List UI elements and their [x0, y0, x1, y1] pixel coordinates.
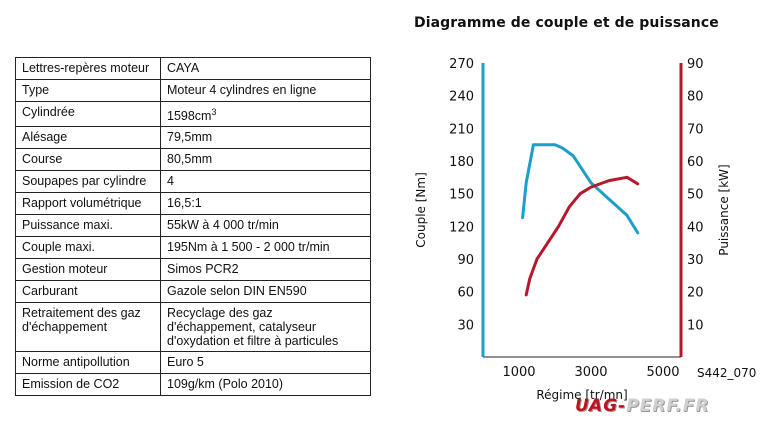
y-left-tick-label: 90	[457, 253, 474, 268]
spec-row: Soupapes par cylindre 4	[15, 170, 371, 194]
spec-label: Retraitement des gaz d'échappement	[15, 302, 161, 353]
spec-value: 109g/km (Polo 2010)	[160, 373, 371, 397]
spec-row: Rapport volumétrique 16,5:1	[15, 192, 371, 216]
y-left-axis-label: Couple [Nm]	[414, 172, 428, 248]
spec-value-text: 55kW à 4 000 tr/min	[167, 218, 279, 233]
y-left-tick-label: 180	[449, 155, 474, 170]
spec-row: Emission de CO2 109g/km (Polo 2010)	[15, 373, 371, 397]
y-right-tick-label: 90	[687, 57, 704, 72]
spec-value-text: Simos PCR2	[167, 262, 239, 277]
spec-value: 195Nm à 1 500 - 2 000 tr/min	[160, 236, 371, 260]
y-left-tick-label: 210	[449, 122, 474, 137]
spec-label: Emission de CO2	[15, 373, 161, 397]
site-logo-watermark: UAG-PERF.FR	[575, 396, 710, 416]
spec-row: Lettres-repères moteur CAYA	[15, 57, 371, 80]
y-right-tick-label: 60	[687, 155, 704, 170]
spec-row: Type Moteur 4 cylindres en ligne	[15, 79, 371, 102]
y-right-tick-label: 70	[687, 122, 704, 137]
spec-value-text: 16,5:1	[167, 196, 202, 211]
x-tick-label: 3000	[574, 365, 607, 380]
spec-label: Cylindrée	[15, 100, 161, 128]
y-right-axis-label: Puissance [kW]	[717, 164, 731, 255]
x-tick-label: 1000	[502, 365, 535, 380]
spec-value-text: Moteur 4 cylindres en ligne	[167, 83, 317, 97]
x-axis-label: Régime [tr/mn]	[536, 388, 627, 402]
spec-value-text: 195Nm à 1 500 - 2 000 tr/min	[167, 240, 330, 255]
spec-label: Soupapes par cylindre	[15, 170, 161, 194]
y-right-tick-label: 50	[687, 188, 704, 203]
y-right-tick-label: 30	[687, 253, 704, 268]
spec-row: Cylindrée 1598cm3	[15, 100, 371, 128]
spec-value-text: CAYA	[167, 61, 200, 75]
engine-spec-table: Lettres-repères moteur CAYA Type Moteur 4 c…	[15, 57, 371, 397]
spec-value: 80,5mm	[160, 148, 371, 172]
spec-value-text: 1598cm	[167, 109, 212, 124]
spec-row: Gestion moteur Simos PCR2	[15, 258, 371, 282]
figure-code: S442_070	[697, 366, 757, 380]
spec-value-text: 80,5mm	[167, 152, 213, 167]
y-left-tick-label: 120	[449, 220, 474, 235]
chart-title: Diagramme de couple et de puissance	[414, 15, 719, 31]
y-left-tick-label: 60	[457, 286, 474, 301]
spec-value-text: 109g/km (Polo 2010)	[167, 377, 284, 392]
spec-value-text: Gazole selon DIN EN590	[167, 284, 307, 299]
spec-value: 55kW à 4 000 tr/min	[160, 214, 371, 238]
spec-value-text: Euro 5	[167, 355, 204, 370]
spec-row: Puissance maxi. 55kW à 4 000 tr/min	[15, 214, 371, 238]
spec-value: 1598cm3	[160, 100, 371, 128]
spec-value: Euro 5	[160, 351, 371, 375]
y-left-tick-label: 150	[449, 188, 474, 203]
spec-label: Rapport volumétrique	[15, 192, 161, 216]
spec-row: Retraitement des gaz d'échappement Recycl…	[15, 302, 371, 353]
y-right-tick-label: 80	[687, 90, 704, 105]
spec-label: Puissance maxi.	[15, 214, 161, 238]
spec-row: Norme antipollution Euro 5	[15, 351, 371, 375]
spec-row: Course 80,5mm	[15, 148, 371, 172]
spec-row: Carburant Gazole selon DIN EN590	[15, 280, 371, 304]
y-right-tick-label: 10	[687, 318, 704, 333]
y-left-tick-label: 240	[449, 90, 474, 105]
y-right-tick-label: 40	[687, 220, 704, 235]
y-right-tick-label: 20	[687, 286, 704, 301]
spec-value-superscript: 3	[211, 107, 217, 117]
spec-value-text: 4	[167, 174, 174, 189]
spec-value-text: 79,5mm	[167, 130, 213, 145]
torque-curve	[521, 143, 640, 235]
y-left-tick-label: 30	[457, 318, 474, 333]
spec-value: Recyclage des gaz d'échappement, catalys…	[160, 302, 371, 353]
spec-value-text: Recyclage des gaz d'échappement, catalys…	[167, 306, 339, 349]
x-tick-label: 5000	[646, 365, 679, 380]
power-curve	[524, 175, 640, 297]
spec-label: Lettres-repères moteur	[15, 57, 161, 80]
y-left-tick-label: 270	[449, 57, 474, 72]
